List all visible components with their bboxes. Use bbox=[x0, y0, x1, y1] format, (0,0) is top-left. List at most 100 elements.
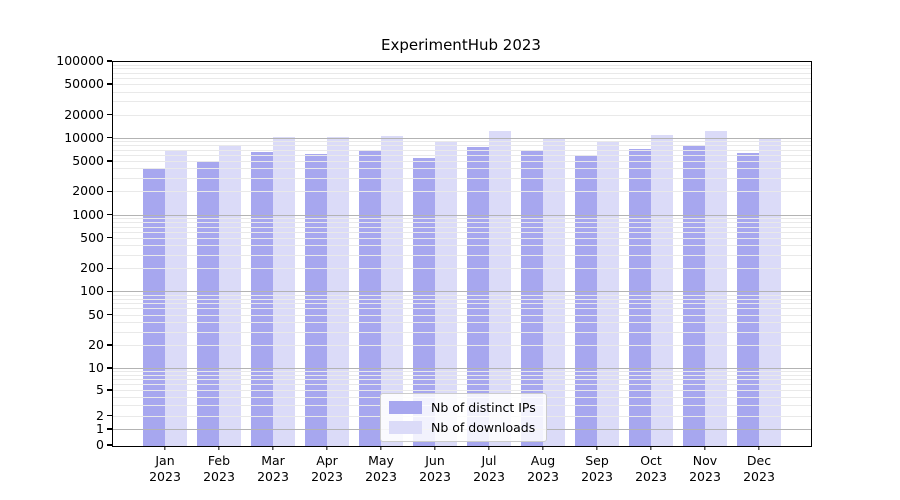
y-axis-tick-mark bbox=[107, 114, 112, 116]
bar-distinct-ips-mar bbox=[251, 151, 273, 446]
bar-distinct-ips-feb bbox=[197, 161, 219, 446]
x-axis-tick-label: Feb 2023 bbox=[203, 453, 235, 484]
x-axis-tick-mark bbox=[272, 446, 274, 450]
y-axis-tick-label: 500 bbox=[80, 229, 104, 245]
bar-distinct-ips-jul bbox=[467, 147, 489, 446]
y-axis-tick-mark bbox=[107, 60, 112, 62]
legend-swatch-downloads bbox=[389, 421, 422, 434]
bar-group-oct: Oct 2023 bbox=[624, 62, 678, 484]
x-axis-tick-mark bbox=[434, 446, 436, 450]
x-axis-tick-label: Oct 2023 bbox=[635, 453, 667, 484]
bar-group-mar: Mar 2023 bbox=[246, 62, 300, 484]
x-axis-tick-label: Sep 2023 bbox=[581, 453, 613, 484]
bar-distinct-ips-jan bbox=[143, 167, 165, 446]
plot-area: Jan 2023 Feb 2023 Mar 2023 Apr 2023 May 2023… bbox=[112, 61, 812, 484]
x-axis-tick-label: Jun 2023 bbox=[419, 453, 451, 484]
x-axis-tick-label: May 2023 bbox=[365, 453, 397, 484]
y-axis-tick-label: 10 bbox=[88, 359, 104, 375]
bar-downloads-jul bbox=[489, 130, 511, 446]
legend: Nb of distinct IPs Nb of downloads bbox=[380, 393, 547, 442]
bar-group-feb: Feb 2023 bbox=[192, 62, 246, 484]
y-axis-tick-label: 200 bbox=[80, 260, 104, 276]
chart-title: ExperimentHub 2023 bbox=[381, 36, 541, 54]
bar-group-jan: Jan 2023 bbox=[138, 62, 192, 484]
y-axis-tick-mark bbox=[107, 213, 112, 216]
legend-label-downloads: Nb of downloads bbox=[431, 420, 536, 435]
bar-downloads-mar bbox=[273, 136, 295, 446]
y-axis-tick-mark bbox=[107, 290, 112, 293]
y-axis-tick-label: 100000 bbox=[56, 53, 104, 68]
x-axis-tick-label: Aug 2023 bbox=[527, 453, 559, 484]
bar-downloads-nov bbox=[705, 131, 727, 446]
y-axis-tick-mark bbox=[107, 160, 112, 162]
bar-distinct-ips-sep bbox=[575, 155, 597, 446]
bar-distinct-ips-may bbox=[359, 150, 381, 446]
legend-swatch-distinct-ips bbox=[389, 401, 422, 414]
bar-downloads-dec bbox=[759, 139, 781, 446]
x-axis-tick-mark bbox=[380, 446, 382, 450]
x-axis-tick-label: Nov 2023 bbox=[689, 453, 721, 484]
y-axis-tick-label: 20000 bbox=[64, 106, 104, 122]
bar-group-apr: Apr 2023 bbox=[300, 62, 354, 484]
y-axis-tick-mark bbox=[107, 83, 112, 85]
y-axis-tick-label: 1000 bbox=[72, 206, 104, 222]
y-axis-tick-mark bbox=[107, 428, 112, 430]
x-axis-tick-mark bbox=[596, 446, 598, 450]
x-axis-tick-mark bbox=[542, 446, 544, 450]
x-axis-tick-label: Mar 2023 bbox=[257, 453, 289, 484]
bar-group-dec: Dec 2023 bbox=[732, 62, 786, 484]
y-axis-tick-mark bbox=[107, 367, 112, 369]
y-axis-tick-mark bbox=[107, 414, 112, 417]
y-axis-tick-label: 1 bbox=[96, 420, 104, 436]
bar-downloads-apr bbox=[327, 136, 349, 446]
bar-downloads-sep bbox=[597, 141, 619, 446]
x-axis-tick-mark bbox=[704, 446, 706, 450]
x-axis-tick-label: Dec 2023 bbox=[743, 453, 775, 484]
legend-label-distinct-ips: Nb of distinct IPs bbox=[431, 400, 536, 415]
bar-distinct-ips-apr bbox=[305, 153, 327, 446]
y-axis-tick-label: 10000 bbox=[64, 129, 104, 145]
bar-group-sep: Sep 2023 bbox=[570, 62, 624, 484]
x-axis-tick-label: Jan 2023 bbox=[149, 453, 181, 484]
y-axis-tick-mark bbox=[107, 389, 112, 391]
bar-distinct-ips-dec bbox=[737, 153, 759, 446]
y-axis-tick-label: 20 bbox=[88, 336, 104, 352]
bar-group-jul: Jul 2023 bbox=[462, 62, 516, 484]
legend-item-distinct-ips: Nb of distinct IPs bbox=[389, 400, 536, 415]
x-axis-tick-mark bbox=[650, 446, 652, 450]
y-axis-tick-label: 0 bbox=[96, 437, 104, 452]
x-axis-tick-mark bbox=[218, 446, 220, 450]
y-axis-tick-mark bbox=[107, 444, 112, 446]
bar-distinct-ips-oct bbox=[629, 149, 651, 446]
bar-group-aug: Aug 2023 bbox=[516, 62, 570, 484]
y-axis-tick-mark bbox=[107, 344, 112, 346]
bar-downloads-oct bbox=[651, 135, 673, 446]
x-axis-tick-mark bbox=[326, 446, 328, 450]
bars-row: Jan 2023 Feb 2023 Mar 2023 Apr 2023 May 2023… bbox=[113, 62, 811, 484]
bar-group-jun: Jun 2023 bbox=[408, 62, 462, 484]
legend-item-downloads: Nb of downloads bbox=[389, 420, 536, 435]
bar-group-nov: Nov 2023 bbox=[678, 62, 732, 484]
y-axis-tick-mark bbox=[107, 137, 112, 139]
y-axis-tick-mark bbox=[107, 267, 112, 269]
bar-downloads-jun bbox=[435, 141, 457, 446]
y-axis-tick-label: 2 bbox=[96, 407, 104, 423]
bar-distinct-ips-nov bbox=[683, 146, 705, 446]
x-axis-tick-mark bbox=[488, 446, 490, 450]
bar-distinct-ips-jun bbox=[413, 157, 435, 446]
y-axis-tick-label: 2000 bbox=[72, 183, 104, 199]
y-axis-tick-label: 100 bbox=[80, 283, 104, 299]
bar-downloads-feb bbox=[219, 145, 241, 446]
y-axis-tick-label: 5 bbox=[96, 382, 104, 398]
y-axis-tick-mark bbox=[107, 237, 112, 239]
x-axis-tick-label: Apr 2023 bbox=[311, 453, 343, 484]
bar-downloads-jan bbox=[165, 149, 187, 446]
y-axis-tick-label: 5000 bbox=[72, 152, 104, 168]
bar-group-may: May 2023 bbox=[354, 62, 408, 484]
y-axis-tick-mark bbox=[107, 313, 112, 316]
x-axis-tick-label: Jul 2023 bbox=[473, 453, 505, 484]
x-axis-tick-mark bbox=[164, 446, 166, 450]
y-axis-tick-label: 50000 bbox=[64, 76, 104, 92]
y-axis-tick-label: 50 bbox=[88, 306, 104, 322]
